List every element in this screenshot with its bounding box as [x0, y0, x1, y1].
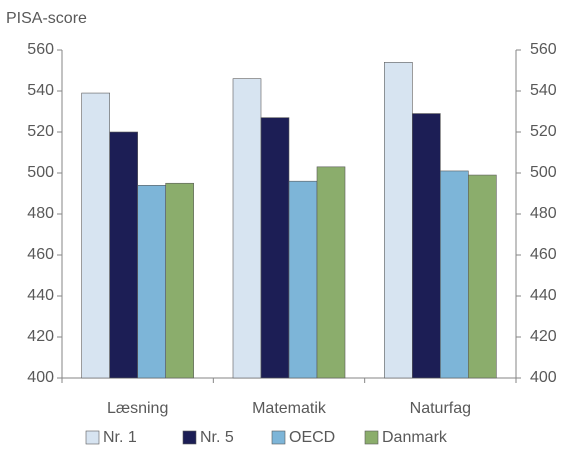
- bar: [109, 131, 138, 379]
- y2-tick-label: 560: [530, 41, 557, 58]
- legend-label: Nr. 5: [200, 429, 234, 446]
- x-tick-label: Naturfag: [410, 400, 471, 417]
- legend-swatch: [364, 430, 379, 445]
- x-tick-label: Matematik: [252, 400, 327, 417]
- bar: [165, 182, 194, 379]
- bar: [260, 117, 290, 379]
- y-tick-label: 520: [27, 123, 54, 140]
- legend-swatch: [85, 430, 100, 445]
- y-tick-label: 480: [27, 205, 54, 222]
- legend-swatch: [271, 430, 286, 445]
- bar: [440, 170, 469, 379]
- y2-tick-label: 540: [530, 82, 557, 99]
- bar: [232, 78, 262, 379]
- y2-tick-label: 460: [530, 246, 557, 263]
- y2-tick-label: 520: [530, 123, 557, 140]
- y-tick-label: 420: [27, 328, 54, 345]
- bar: [384, 61, 413, 379]
- legend-label: Danmark: [382, 429, 448, 446]
- y-tick-label: 500: [27, 164, 54, 181]
- y-tick-label: 440: [27, 287, 54, 304]
- legend-swatch: [182, 430, 197, 445]
- y2-tick-label: 480: [530, 205, 557, 222]
- y2-tick-label: 500: [530, 164, 557, 181]
- y2-tick-label: 400: [530, 369, 557, 386]
- bar: [316, 166, 346, 379]
- legend-label: Nr. 1: [103, 429, 137, 446]
- legend-label: OECD: [289, 429, 335, 446]
- y-tick-label: 540: [27, 82, 54, 99]
- y-tick-label: 460: [27, 246, 54, 263]
- y2-tick-label: 420: [530, 328, 557, 345]
- y-axis-title: PISA-score: [6, 10, 87, 27]
- bar: [137, 185, 166, 379]
- bar: [81, 92, 110, 379]
- y-tick-label: 560: [27, 41, 54, 58]
- y-tick-label: 400: [27, 369, 54, 386]
- x-tick-label: Læsning: [107, 400, 168, 417]
- bar: [288, 180, 318, 379]
- bar: [468, 174, 497, 379]
- y2-tick-label: 440: [530, 287, 557, 304]
- bar: [412, 113, 441, 379]
